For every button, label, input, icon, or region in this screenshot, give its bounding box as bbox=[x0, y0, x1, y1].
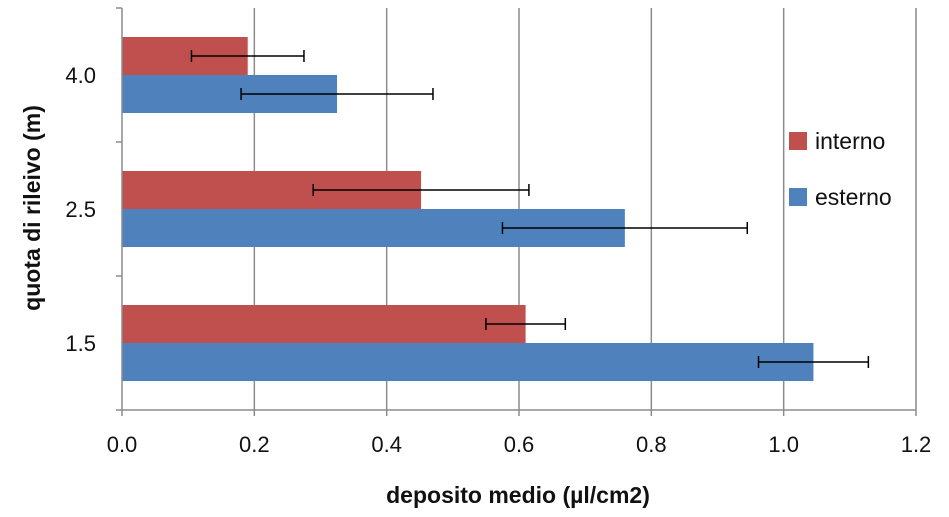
y-axis-title: quota di rileivo (m) bbox=[19, 105, 45, 311]
legend-swatch-interno bbox=[789, 132, 807, 150]
legend-swatch-esterno bbox=[789, 188, 807, 206]
legend-label-interno: interno bbox=[815, 128, 885, 154]
x-tick-label: 0.8 bbox=[636, 432, 667, 457]
x-tick-label: 0.0 bbox=[107, 432, 138, 457]
x-tick-label: 0.2 bbox=[239, 432, 270, 457]
bars bbox=[122, 37, 814, 381]
x-tick-label: 1.2 bbox=[901, 432, 932, 457]
x-axis-title: deposito medio (µl/cm2) bbox=[386, 482, 650, 508]
tick-labels: 0.0 0.2 0.4 0.6 0.8 1.0 1.2 1.5 2.5 4.0 bbox=[65, 63, 931, 457]
y-tick-label: 1.5 bbox=[65, 331, 96, 356]
x-tick-label: 0.6 bbox=[504, 432, 535, 457]
legend-label-esterno: esterno bbox=[815, 184, 892, 210]
axes bbox=[116, 7, 917, 416]
x-tick-label: 0.4 bbox=[371, 432, 402, 457]
y-tick-label: 4.0 bbox=[65, 63, 96, 88]
y-tick-label: 2.5 bbox=[65, 197, 96, 222]
bar-interno bbox=[122, 305, 526, 343]
error-bars bbox=[190, 50, 870, 368]
bar-esterno bbox=[122, 343, 814, 381]
x-tick-label: 1.0 bbox=[768, 432, 799, 457]
legend: interno esterno bbox=[789, 128, 892, 210]
